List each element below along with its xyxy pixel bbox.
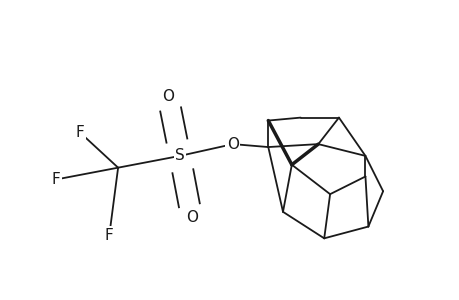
Text: F: F [105,228,113,243]
Text: F: F [75,125,84,140]
Text: O: O [162,89,174,104]
Text: S: S [175,148,185,164]
Text: F: F [52,172,61,187]
Text: O: O [226,136,238,152]
Text: O: O [185,210,197,225]
